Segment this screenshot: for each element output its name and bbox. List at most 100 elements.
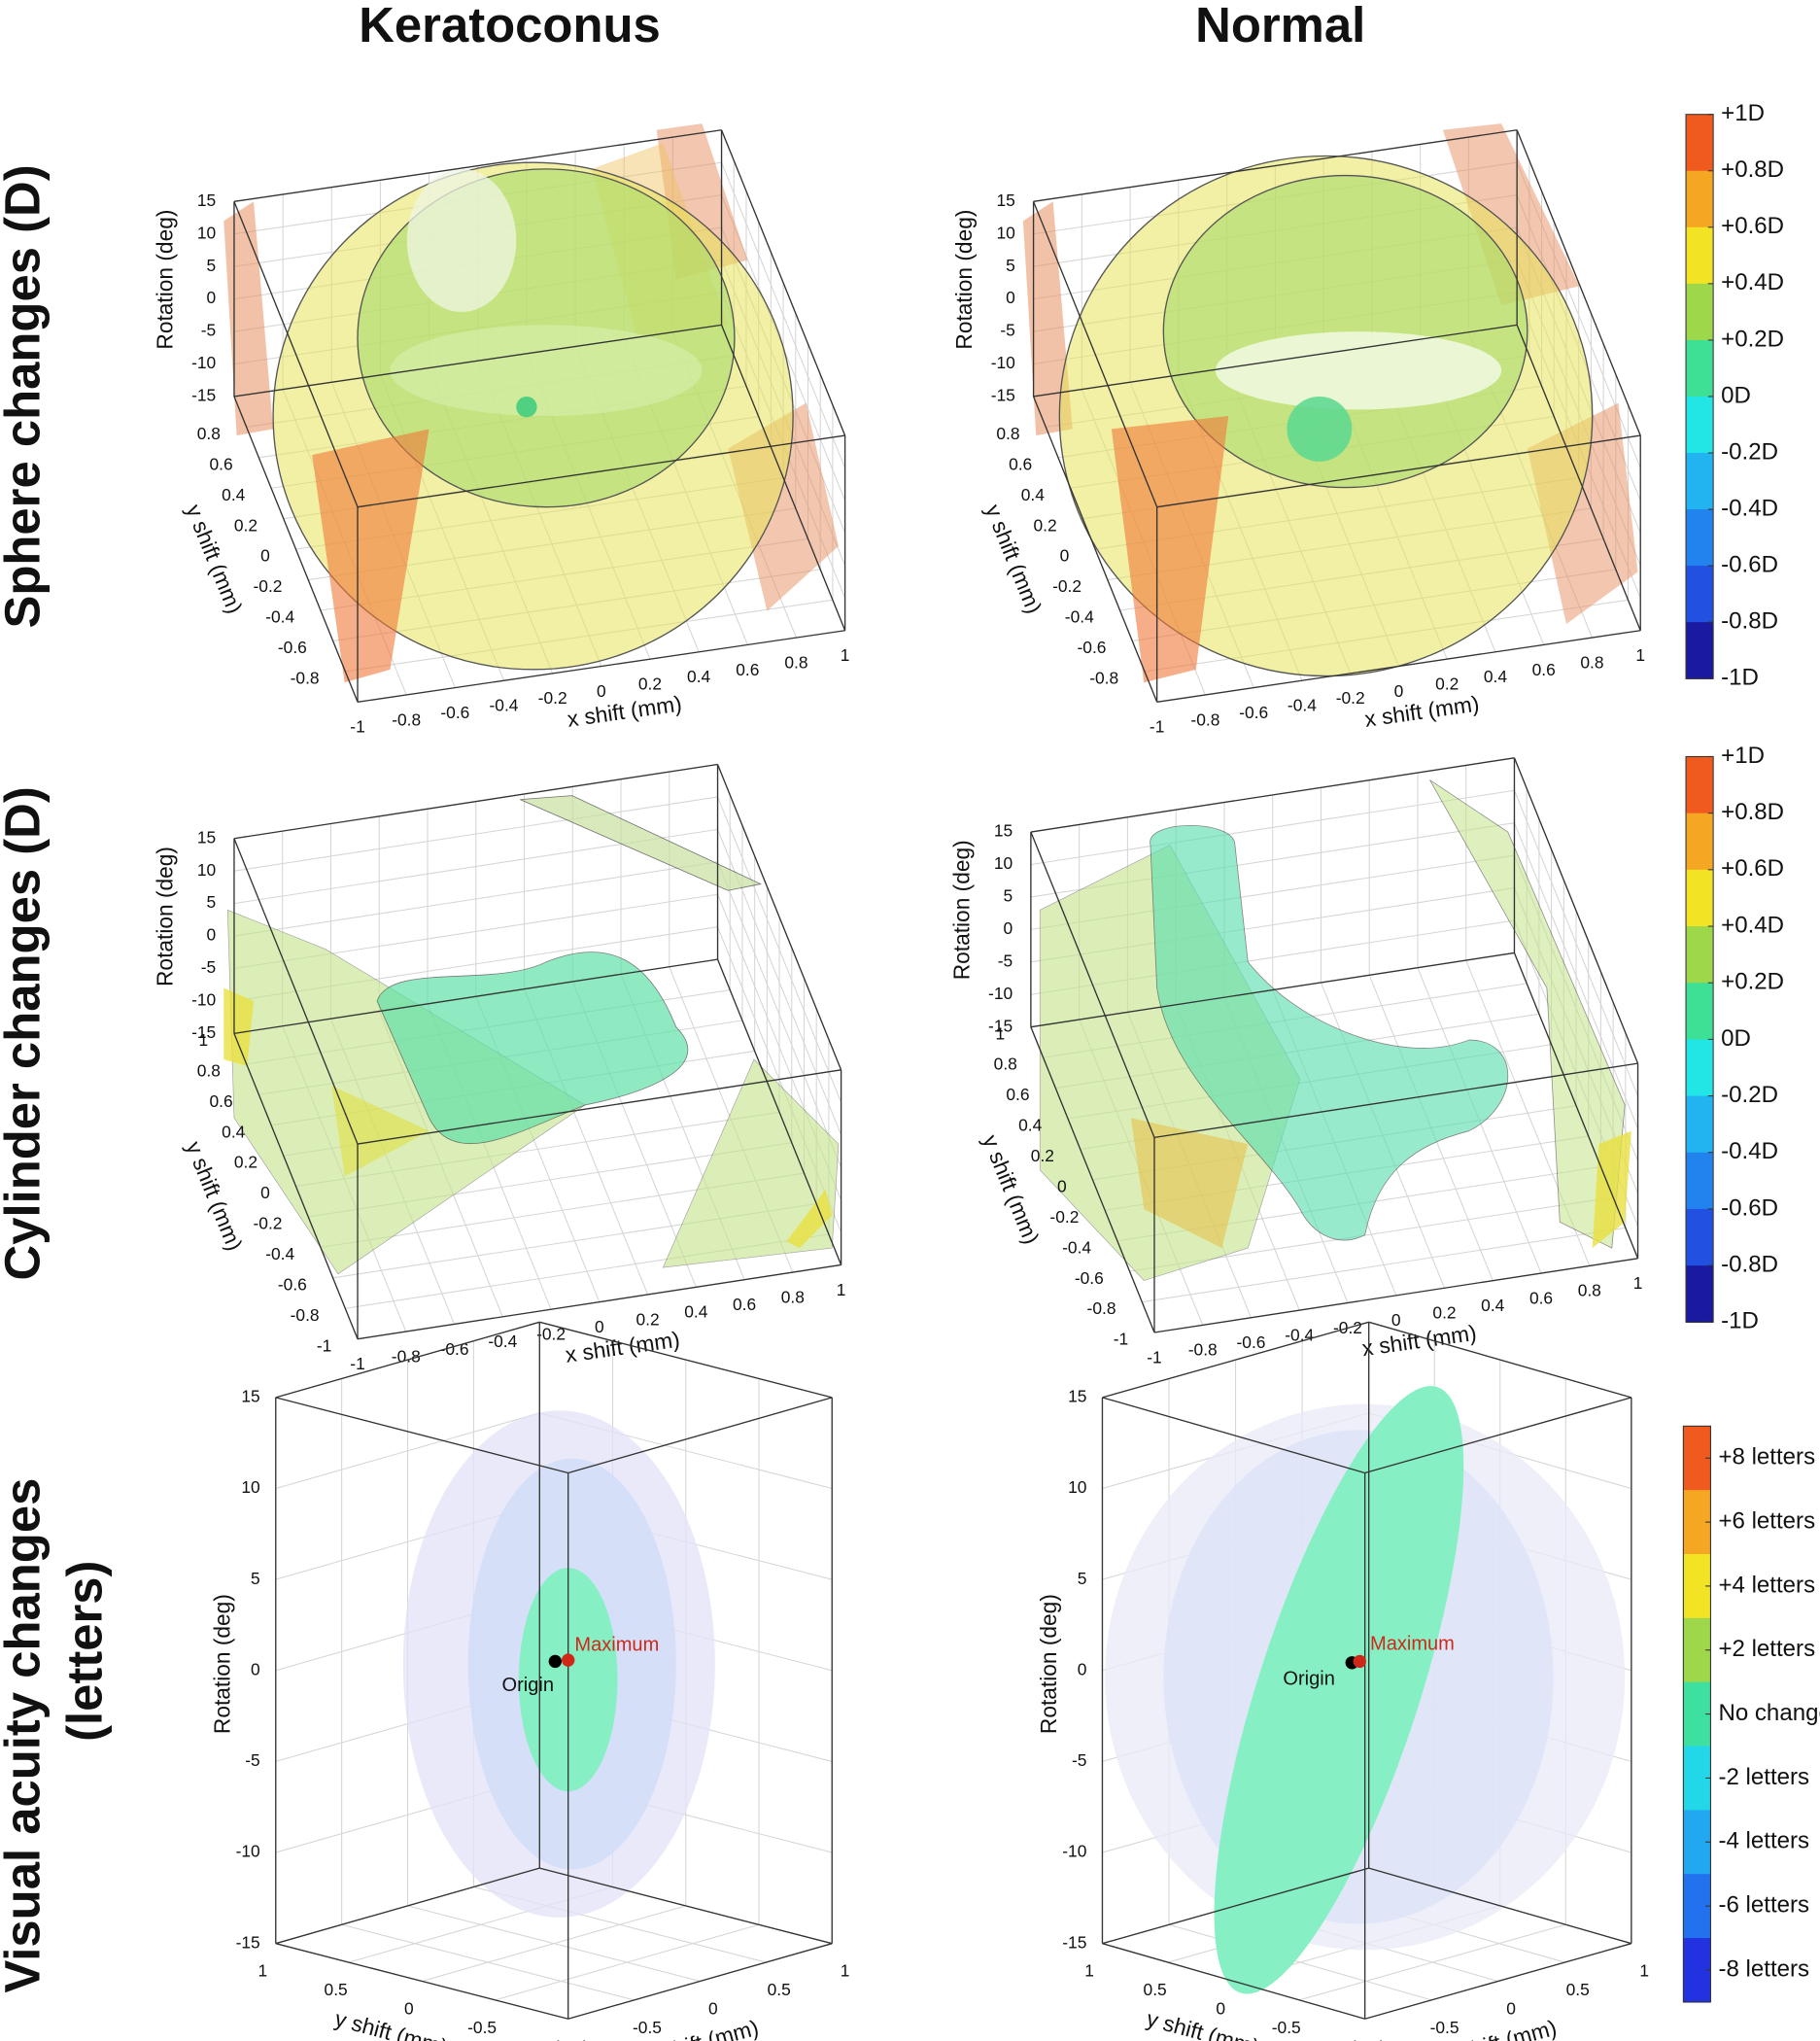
y-tick-label: 0.4 (1018, 1116, 1042, 1135)
colorbar-label: +0.8D (1721, 156, 1784, 183)
box-edge (720, 325, 846, 631)
colorbar-segment (1686, 396, 1714, 454)
z-tick-label: -15 (988, 1016, 1013, 1035)
box-edge (1102, 1943, 1365, 2020)
isosurface (406, 168, 517, 313)
colorbar-label: -0.2D (1721, 438, 1778, 465)
box-edge (716, 958, 842, 1265)
z-tick-label: -15 (191, 1022, 216, 1042)
box-edge (1153, 1062, 1638, 1139)
z-tick-label: 10 (197, 860, 216, 880)
colorbar-segment (1686, 453, 1714, 510)
z-tick-label: -10 (1062, 1842, 1086, 1861)
maximum-point (562, 1653, 575, 1667)
row-title: Cylinder changes (D) (0, 786, 50, 1280)
z-tick-label: 5 (1078, 1569, 1087, 1588)
z-tick-label: -5 (998, 951, 1013, 970)
z-tick-label: 5 (251, 1569, 260, 1588)
y-tick-label: 1 (258, 1961, 268, 1981)
box-edge (1032, 396, 1158, 703)
colorbar-label: -6 letters (1718, 1891, 1809, 1918)
x-tick-label: -1 (1150, 717, 1164, 737)
z-axis-label: Rotation (deg) (152, 210, 177, 350)
x-tick-label: 0.6 (733, 1295, 756, 1314)
box-edge (233, 958, 718, 1035)
x-tick-label: -0.4 (1288, 696, 1317, 715)
y-tick-label: 0.6 (1009, 454, 1032, 473)
y-tick-label: 0.6 (209, 454, 232, 473)
x-tick-label: 0.5 (768, 1980, 791, 1999)
isosurface (1162, 174, 1528, 489)
x-tick-label: -0.6 (1237, 1332, 1266, 1352)
z-tick-label: 15 (994, 821, 1013, 841)
z-axis-label: Rotation (deg) (948, 840, 974, 980)
x-tick-label: 0.2 (638, 674, 662, 693)
y-tick-label: -0.2 (1049, 1207, 1079, 1227)
z-tick-label: -5 (1000, 321, 1014, 340)
isosurface (1214, 1386, 1464, 1994)
x-tick-label: -0.2 (536, 1325, 566, 1344)
z-tick-label: 5 (1006, 256, 1015, 275)
colorbar-label: +8 letters (1718, 1444, 1815, 1470)
x-tick-label: 1 (1639, 1961, 1649, 1981)
isosurface (331, 1085, 429, 1177)
colorbar-segment (1686, 226, 1714, 285)
x-tick-label: -0.4 (488, 1332, 517, 1351)
box-edge (1102, 1397, 1365, 1474)
box-edge (275, 1321, 540, 1399)
x-tick-label: 0.4 (684, 1302, 707, 1322)
z-tick-label: 15 (997, 190, 1015, 210)
x-tick-label: 1 (1633, 1273, 1643, 1293)
box-edge (1516, 129, 1641, 436)
column-title: Normal (1195, 0, 1365, 52)
colorbar-label: +1D (1721, 100, 1765, 126)
x-tick-label: -0.8 (392, 1346, 421, 1366)
colorbar-segment (1686, 756, 1714, 814)
origin-point (548, 1654, 563, 1669)
y-tick-label: 0.5 (325, 1980, 348, 1999)
grid-line (1142, 1227, 1626, 1303)
x-tick-label: 0.8 (781, 1287, 805, 1306)
z-tick-label: 5 (1003, 886, 1013, 906)
z-tick-label: -5 (201, 957, 216, 977)
z-tick-label: -5 (245, 1750, 259, 1770)
isosurface (312, 429, 429, 683)
colorbar-label: +0.6D (1721, 855, 1784, 882)
z-tick-label: 10 (197, 223, 216, 242)
box-edge (1102, 1321, 1369, 1399)
colorbar-label: -2 letters (1718, 1764, 1809, 1790)
y-tick-label: -0.6 (1075, 1268, 1104, 1288)
box-edge (357, 434, 845, 508)
column-title: Keratoconus (359, 0, 661, 52)
colorbar-label: +4 letters (1718, 1572, 1815, 1598)
x-tick-label: 0.2 (1432, 1303, 1456, 1323)
colorbar-label: +2 letters (1718, 1636, 1815, 1662)
colorbar-segment (1686, 926, 1714, 984)
box-edge (720, 129, 846, 436)
y-tick-label: 0 (1057, 1176, 1067, 1195)
y-tick-label: 1 (995, 1023, 1005, 1043)
colorbar-segment (1686, 114, 1714, 172)
colorbar-segment (1686, 1265, 1714, 1323)
y-tick-label: 0 (260, 1183, 270, 1202)
z-tick-label: -10 (236, 1842, 260, 1861)
x-tick-label: -0.8 (392, 709, 421, 729)
isosurface (1442, 123, 1580, 306)
isosurface (1111, 416, 1229, 683)
x-tick-label: -1 (350, 1354, 364, 1373)
grid-line (233, 796, 718, 872)
y-tick-label: -0.6 (1078, 638, 1107, 657)
y-tick-label: 0.4 (222, 485, 245, 504)
z-tick-label: 0 (207, 925, 217, 945)
z-tick-label: 10 (1068, 1477, 1086, 1497)
labels: Keratoconus Normal Sphere changes (D) Cy… (0, 0, 1455, 1993)
box-edge (1516, 325, 1641, 631)
box-edge (567, 1397, 833, 1474)
x-tick-label: 0.8 (1578, 1281, 1601, 1300)
y-tick-label: -0.4 (1062, 1237, 1091, 1257)
z-tick-label: 0 (1078, 1659, 1087, 1678)
z-tick-label: 0 (1003, 918, 1013, 938)
colorbar-label: +0.4D (1721, 912, 1784, 938)
colorbar-segment (1686, 1095, 1714, 1154)
